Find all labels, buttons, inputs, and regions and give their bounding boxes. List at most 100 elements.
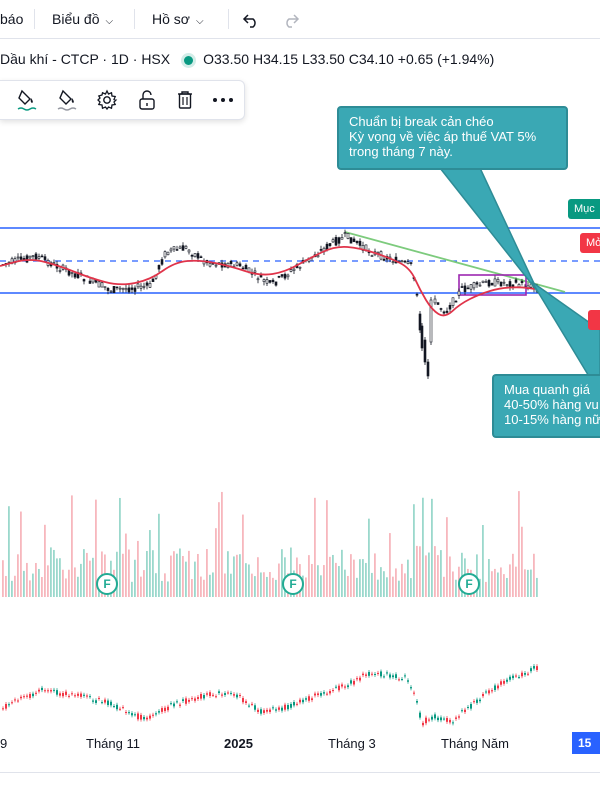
candle-body (235, 262, 239, 266)
volume-bar (86, 552, 88, 597)
indicator-candle-body (26, 695, 28, 697)
indicator-candle-body (278, 707, 280, 710)
candle-body (265, 279, 269, 284)
callout-bottom[interactable]: Mua quanh giá 40-50% hàng vu 10-15% hàng… (492, 374, 600, 438)
indicator-candle-body (176, 701, 178, 703)
volume-bar (500, 567, 502, 597)
candle-body (223, 263, 227, 268)
line-color-button[interactable] (12, 85, 42, 115)
more-button[interactable] (208, 85, 238, 115)
indicator-candle-body (485, 691, 487, 693)
volume-bar (332, 554, 334, 597)
indicator-candle-body (497, 685, 499, 689)
volume-bar (536, 577, 538, 597)
volume-bar (341, 549, 343, 597)
indicator-candle-body (269, 709, 271, 712)
earnings-marker-icon[interactable]: F (458, 573, 480, 595)
volume-bar (533, 553, 535, 597)
candle-body (484, 281, 488, 283)
volume-bar (68, 569, 70, 597)
indicator-candle-body (197, 697, 199, 699)
candle-body (43, 256, 47, 260)
price-tag-stop[interactable] (588, 310, 600, 330)
undo-button[interactable] (242, 0, 260, 38)
indicator-candle-body (251, 703, 253, 705)
candle-body (178, 246, 182, 249)
profile-menu[interactable]: Hồ sơ ⌵ (152, 0, 204, 38)
indicator-candle-body (494, 685, 496, 691)
volume-bar (131, 581, 133, 597)
candle-body (157, 265, 161, 270)
candle-body (400, 260, 404, 263)
redo-button[interactable] (282, 0, 300, 38)
indicator-candle-body (407, 680, 409, 682)
candle-body (151, 278, 155, 282)
indicator-candle-body (479, 699, 481, 702)
indicator-candle-body (65, 691, 67, 695)
volume-bar (335, 562, 337, 597)
lock-button[interactable] (132, 85, 162, 115)
candle-body (385, 256, 389, 260)
candle-body (475, 282, 479, 285)
candle-body (355, 240, 359, 244)
indicator-candle-body (326, 693, 328, 695)
volume-bar (509, 564, 511, 597)
indicator-candle-body (341, 684, 343, 687)
fill-color-button[interactable] (52, 85, 82, 115)
candle-body (163, 251, 167, 258)
volume-bar (245, 563, 247, 597)
indicator-candle-body (167, 706, 169, 711)
candle-body (202, 261, 206, 265)
indicator-candle-body (128, 712, 130, 714)
candle-body (319, 249, 323, 251)
indicator-candle-body (383, 676, 385, 678)
callout-top[interactable]: Chuẩn bị break cản chéo Kỳ vọng về việc … (337, 106, 568, 170)
candle-body (466, 287, 470, 290)
indicator-candle-body (227, 692, 229, 694)
earnings-marker-icon[interactable]: F (282, 573, 304, 595)
indicator-candle-body (77, 693, 79, 696)
indicator-candle-body (299, 699, 301, 703)
callout-bottom-tail (531, 281, 600, 379)
earnings-marker-icon[interactable]: F (96, 573, 118, 595)
bottom-divider (0, 772, 600, 773)
indicator-candle-body (203, 694, 205, 699)
candle-body (304, 259, 308, 262)
trendline (344, 231, 566, 293)
alert-menu-partial[interactable]: báo (0, 11, 24, 27)
candle-body (1, 264, 5, 266)
candle-body (28, 255, 32, 259)
volume-bar (161, 580, 163, 597)
candle-body (487, 280, 491, 287)
volume-bar (416, 545, 418, 597)
price-tag-target[interactable]: Mục (568, 199, 600, 219)
volume-bar (38, 568, 40, 597)
candle-body (343, 232, 347, 234)
candle-body (376, 252, 380, 254)
symbol-title[interactable]: Dầu khí - CTCP · 1D · HSX (0, 51, 171, 67)
volume-bar (368, 518, 370, 597)
volume-bar (491, 571, 493, 597)
price-tag-open[interactable]: Mở (580, 233, 600, 253)
delete-button[interactable] (170, 85, 200, 115)
indicator-candle-body (416, 700, 418, 703)
volume-bar (14, 575, 16, 597)
volume-bar (263, 572, 265, 597)
volume-bar (419, 546, 421, 597)
indicator-candle-body (506, 679, 508, 682)
candle-body (61, 264, 65, 270)
candle-body (169, 248, 173, 252)
chart-menu[interactable]: Biểu đồ ⌵ (52, 0, 113, 38)
candle-body (76, 272, 80, 279)
indicator-candle-body (257, 709, 259, 712)
candle-body (331, 239, 335, 243)
volume-bar (248, 564, 250, 597)
indicator-candle-body (59, 693, 61, 696)
symbol-legend: Dầu khí - CTCP · 1D · HSX O33.50 H34.15 L… (0, 44, 494, 74)
volume-bar (266, 576, 268, 597)
volume-bar (167, 581, 169, 597)
candle-body (148, 283, 152, 288)
indicator-candle-body (395, 674, 397, 678)
volume-bar (62, 569, 64, 597)
settings-button[interactable] (92, 85, 122, 115)
